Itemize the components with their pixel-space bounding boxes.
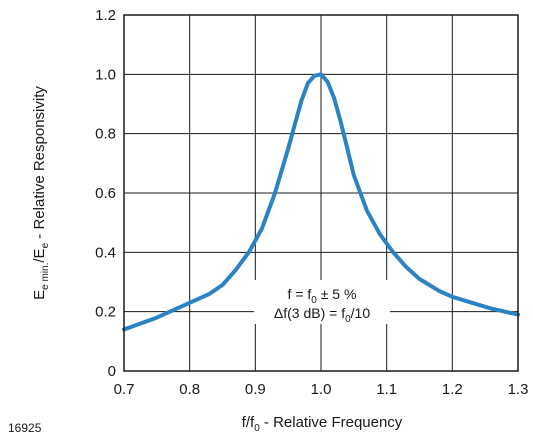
y-axis-title: Ee min./Ee - Relative Responsivity <box>31 86 51 300</box>
x-tick-label: 0.8 <box>179 381 200 398</box>
x-tick-label: 1.0 <box>311 381 332 398</box>
annotation-line-2: Δf(3 dB) = f0/10 <box>274 305 370 325</box>
annotation-box <box>254 280 390 324</box>
figure-id: 16925 <box>8 421 42 435</box>
x-tick-label: 0.7 <box>114 381 135 398</box>
y-tick-label: 0.8 <box>95 126 116 143</box>
y-tick-label: 0.4 <box>95 244 116 261</box>
y-tick-label: 0 <box>108 363 116 380</box>
y-tick-labels: 0 0.2 0.4 0.6 0.8 1.0 1.2 <box>95 7 116 380</box>
x-tick-label: 1.1 <box>376 381 397 398</box>
y-tick-label: 1.0 <box>95 66 116 83</box>
plot-frame <box>123 14 519 372</box>
x-tick-label: 1.3 <box>508 381 529 398</box>
y-tick-label: 0.6 <box>95 185 116 202</box>
responsivity-curve <box>122 72 520 332</box>
x-tick-labels: 0.7 0.8 0.9 1.0 1.1 1.2 1.3 <box>114 381 529 398</box>
annotation-line-1: f = f0 ± 5 % <box>288 286 357 306</box>
y-tick-label: 0.2 <box>95 304 116 321</box>
y-tick-label: 1.2 <box>95 7 116 24</box>
x-axis-title: f/f0 - Relative Frequency <box>242 414 403 434</box>
x-tick-label: 0.9 <box>245 381 266 398</box>
x-tick-label: 1.2 <box>442 381 463 398</box>
